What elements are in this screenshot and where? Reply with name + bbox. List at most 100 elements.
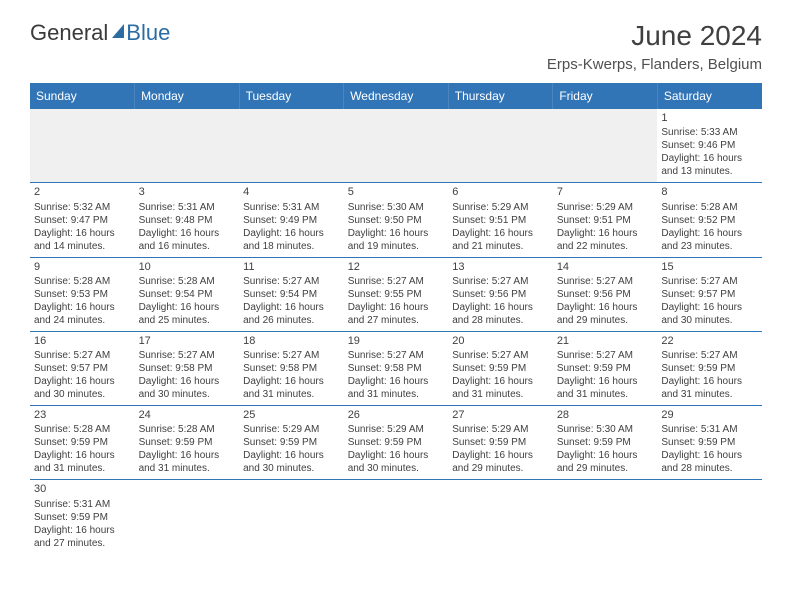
calendar-cell: [448, 109, 553, 183]
day-number: 26: [348, 408, 445, 422]
day-number: 18: [243, 334, 340, 348]
sunrise-line: Sunrise: 5:30 AM: [557, 423, 654, 436]
daylight-line: Daylight: 16 hours and 30 minutes.: [243, 449, 340, 475]
sunset-line: Sunset: 9:48 PM: [139, 214, 236, 227]
day-number: 16: [34, 334, 131, 348]
day-number: 13: [452, 260, 549, 274]
sunrise-line: Sunrise: 5:31 AM: [139, 201, 236, 214]
page-subtitle: Erps-Kwerps, Flanders, Belgium: [547, 56, 762, 73]
calendar-cell: 11Sunrise: 5:27 AMSunset: 9:54 PMDayligh…: [239, 257, 344, 331]
day-number: 17: [139, 334, 236, 348]
daylight-line: Daylight: 16 hours and 29 minutes.: [557, 301, 654, 327]
day-number: 19: [348, 334, 445, 348]
calendar-cell: 23Sunrise: 5:28 AMSunset: 9:59 PMDayligh…: [30, 406, 135, 480]
day-number: 12: [348, 260, 445, 274]
sunrise-line: Sunrise: 5:27 AM: [452, 275, 549, 288]
calendar-table: SundayMondayTuesdayWednesdayThursdayFrid…: [30, 83, 762, 554]
calendar-cell: [239, 109, 344, 183]
calendar-cell: [239, 480, 344, 554]
logo-sail-icon: [112, 24, 124, 38]
day-number: 9: [34, 260, 131, 274]
calendar-cell: 10Sunrise: 5:28 AMSunset: 9:54 PMDayligh…: [135, 257, 240, 331]
column-header: Monday: [135, 83, 240, 109]
calendar-week-row: 23Sunrise: 5:28 AMSunset: 9:59 PMDayligh…: [30, 406, 762, 480]
sunrise-line: Sunrise: 5:32 AM: [34, 201, 131, 214]
day-number: 23: [34, 408, 131, 422]
daylight-line: Daylight: 16 hours and 30 minutes.: [661, 301, 758, 327]
calendar-cell: [553, 480, 658, 554]
calendar-cell: 17Sunrise: 5:27 AMSunset: 9:58 PMDayligh…: [135, 331, 240, 405]
sunset-line: Sunset: 9:53 PM: [34, 288, 131, 301]
column-header: Tuesday: [239, 83, 344, 109]
calendar-cell: [344, 109, 449, 183]
sunrise-line: Sunrise: 5:27 AM: [557, 275, 654, 288]
sunrise-line: Sunrise: 5:27 AM: [34, 349, 131, 362]
column-header: Friday: [553, 83, 658, 109]
daylight-line: Daylight: 16 hours and 31 minutes.: [452, 375, 549, 401]
daylight-line: Daylight: 16 hours and 30 minutes.: [348, 449, 445, 475]
calendar-cell: 6Sunrise: 5:29 AMSunset: 9:51 PMDaylight…: [448, 183, 553, 257]
sunset-line: Sunset: 9:51 PM: [452, 214, 549, 227]
daylight-line: Daylight: 16 hours and 14 minutes.: [34, 227, 131, 253]
calendar-cell: 26Sunrise: 5:29 AMSunset: 9:59 PMDayligh…: [344, 406, 449, 480]
sunset-line: Sunset: 9:52 PM: [661, 214, 758, 227]
daylight-line: Daylight: 16 hours and 31 minutes.: [34, 449, 131, 475]
calendar-cell: 12Sunrise: 5:27 AMSunset: 9:55 PMDayligh…: [344, 257, 449, 331]
daylight-line: Daylight: 16 hours and 23 minutes.: [661, 227, 758, 253]
sunset-line: Sunset: 9:54 PM: [139, 288, 236, 301]
calendar-header-row: SundayMondayTuesdayWednesdayThursdayFrid…: [30, 83, 762, 109]
day-number: 20: [452, 334, 549, 348]
sunset-line: Sunset: 9:51 PM: [557, 214, 654, 227]
header: General Blue June 2024 Erps-Kwerps, Flan…: [30, 20, 762, 73]
day-number: 15: [661, 260, 758, 274]
calendar-cell: 20Sunrise: 5:27 AMSunset: 9:59 PMDayligh…: [448, 331, 553, 405]
sunset-line: Sunset: 9:59 PM: [139, 436, 236, 449]
daylight-line: Daylight: 16 hours and 28 minutes.: [661, 449, 758, 475]
sunset-line: Sunset: 9:56 PM: [452, 288, 549, 301]
day-number: 30: [34, 482, 131, 496]
calendar-cell: 30Sunrise: 5:31 AMSunset: 9:59 PMDayligh…: [30, 480, 135, 554]
calendar-cell: 18Sunrise: 5:27 AMSunset: 9:58 PMDayligh…: [239, 331, 344, 405]
daylight-line: Daylight: 16 hours and 30 minutes.: [139, 375, 236, 401]
calendar-cell: 25Sunrise: 5:29 AMSunset: 9:59 PMDayligh…: [239, 406, 344, 480]
sunrise-line: Sunrise: 5:28 AM: [34, 423, 131, 436]
daylight-line: Daylight: 16 hours and 21 minutes.: [452, 227, 549, 253]
daylight-line: Daylight: 16 hours and 19 minutes.: [348, 227, 445, 253]
day-number: 1: [661, 111, 758, 125]
sunrise-line: Sunrise: 5:27 AM: [243, 275, 340, 288]
calendar-cell: 27Sunrise: 5:29 AMSunset: 9:59 PMDayligh…: [448, 406, 553, 480]
sunset-line: Sunset: 9:55 PM: [348, 288, 445, 301]
sunset-line: Sunset: 9:59 PM: [452, 362, 549, 375]
title-block: June 2024 Erps-Kwerps, Flanders, Belgium: [547, 20, 762, 73]
logo: General Blue: [30, 20, 170, 46]
daylight-line: Daylight: 16 hours and 29 minutes.: [557, 449, 654, 475]
daylight-line: Daylight: 16 hours and 24 minutes.: [34, 301, 131, 327]
day-number: 6: [452, 185, 549, 199]
sunset-line: Sunset: 9:57 PM: [34, 362, 131, 375]
calendar-cell: 2Sunrise: 5:32 AMSunset: 9:47 PMDaylight…: [30, 183, 135, 257]
sunrise-line: Sunrise: 5:28 AM: [34, 275, 131, 288]
day-number: 7: [557, 185, 654, 199]
sunset-line: Sunset: 9:47 PM: [34, 214, 131, 227]
day-number: 14: [557, 260, 654, 274]
logo-word-1: General: [30, 20, 108, 46]
calendar-cell: 1Sunrise: 5:33 AMSunset: 9:46 PMDaylight…: [657, 109, 762, 183]
sunrise-line: Sunrise: 5:28 AM: [139, 423, 236, 436]
calendar-week-row: 1Sunrise: 5:33 AMSunset: 9:46 PMDaylight…: [30, 109, 762, 183]
day-number: 24: [139, 408, 236, 422]
day-number: 11: [243, 260, 340, 274]
daylight-line: Daylight: 16 hours and 27 minutes.: [348, 301, 445, 327]
sunrise-line: Sunrise: 5:27 AM: [661, 349, 758, 362]
calendar-week-row: 16Sunrise: 5:27 AMSunset: 9:57 PMDayligh…: [30, 331, 762, 405]
calendar-cell: [30, 109, 135, 183]
daylight-line: Daylight: 16 hours and 26 minutes.: [243, 301, 340, 327]
daylight-line: Daylight: 16 hours and 18 minutes.: [243, 227, 340, 253]
sunrise-line: Sunrise: 5:33 AM: [661, 126, 758, 139]
logo-word-2: Blue: [126, 20, 170, 46]
daylight-line: Daylight: 16 hours and 31 minutes.: [139, 449, 236, 475]
calendar-cell: [657, 480, 762, 554]
column-header: Wednesday: [344, 83, 449, 109]
calendar-cell: 3Sunrise: 5:31 AMSunset: 9:48 PMDaylight…: [135, 183, 240, 257]
daylight-line: Daylight: 16 hours and 29 minutes.: [452, 449, 549, 475]
sunrise-line: Sunrise: 5:27 AM: [348, 349, 445, 362]
